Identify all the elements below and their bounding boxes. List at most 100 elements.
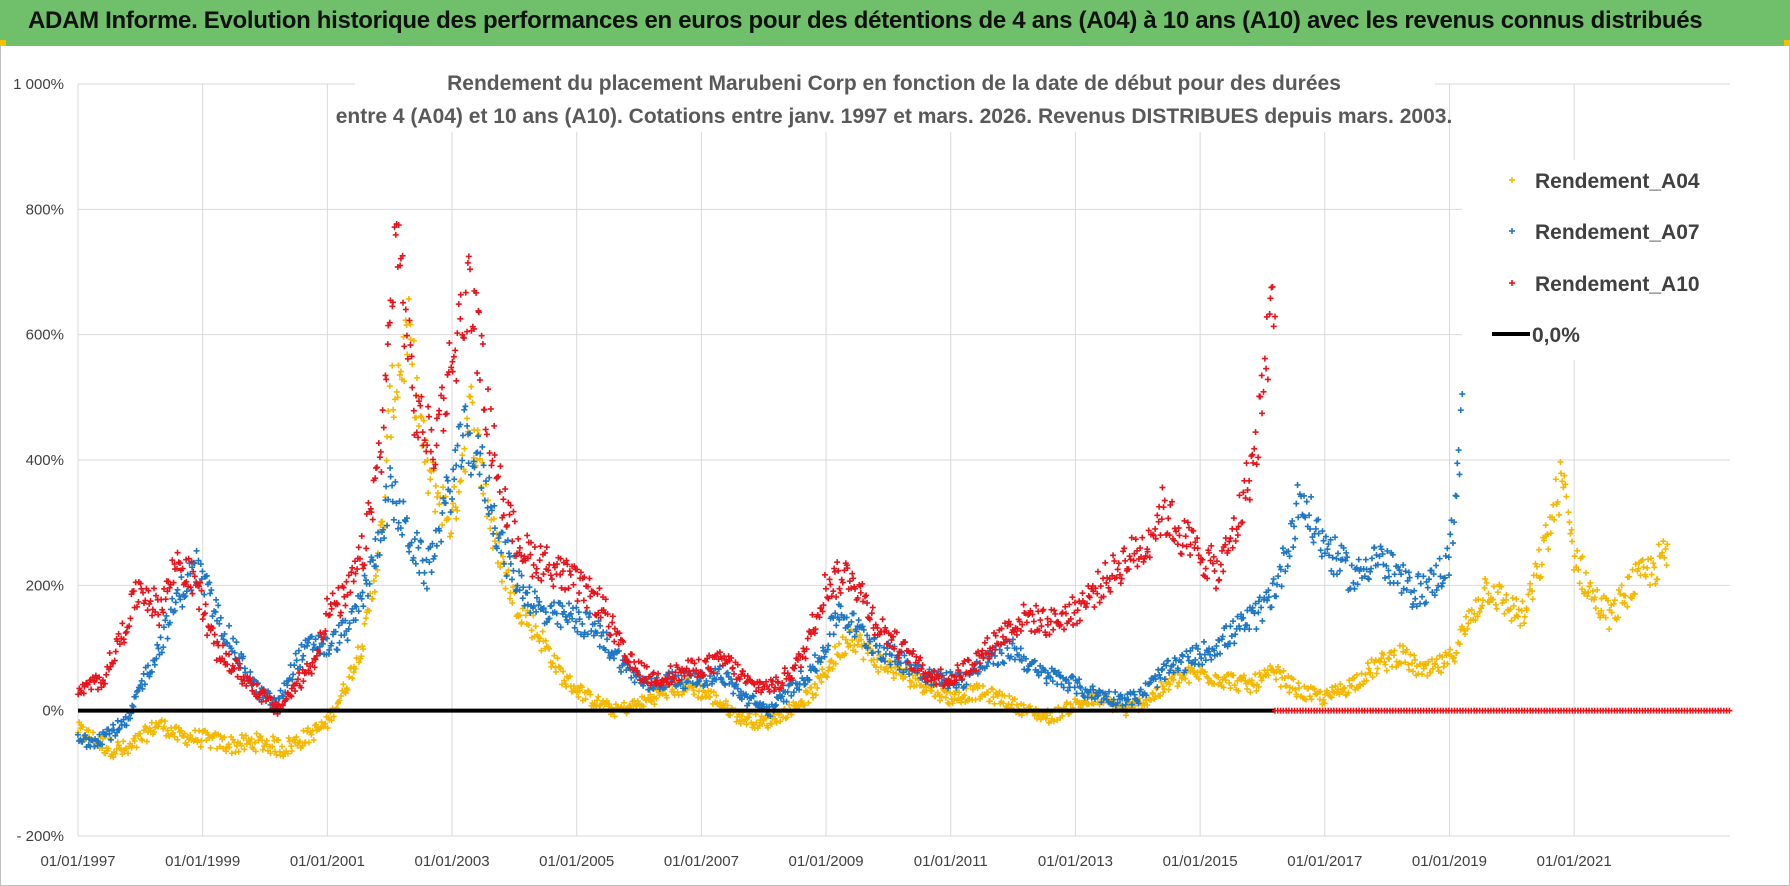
x-tick-label: 01/01/2017 [1287, 853, 1362, 870]
data-point [549, 660, 556, 667]
data-point [403, 332, 410, 339]
data-point [161, 723, 168, 730]
data-point [372, 536, 379, 543]
data-point [241, 746, 248, 753]
data-point [586, 610, 593, 617]
data-point [161, 718, 168, 725]
data-point [138, 677, 145, 684]
data-point [612, 701, 619, 708]
data-point [226, 651, 233, 658]
data-point [1508, 617, 1515, 624]
data-point [483, 431, 490, 438]
data-point [522, 612, 529, 619]
data-point [259, 746, 266, 753]
data-point [112, 750, 119, 757]
data-point [342, 602, 349, 609]
data-point [409, 384, 416, 391]
data-point [342, 690, 349, 697]
data-point [288, 748, 295, 755]
data-point [380, 424, 387, 431]
data-point [1033, 602, 1040, 609]
data-point [1258, 372, 1265, 379]
data-point [230, 635, 237, 642]
data-point [157, 634, 164, 641]
data-point [453, 377, 460, 384]
data-point [932, 693, 939, 700]
data-point [730, 670, 737, 677]
data-point [85, 727, 92, 734]
data-point [1373, 552, 1380, 559]
data-point [421, 569, 428, 576]
data-point [1454, 460, 1461, 467]
data-point [710, 689, 717, 696]
data-point [129, 702, 136, 709]
data-point [1535, 546, 1542, 553]
data-point [464, 259, 471, 266]
data-point [831, 568, 838, 575]
data-point [1648, 571, 1655, 578]
data-point [474, 426, 481, 433]
data-point [566, 673, 573, 680]
data-point [1606, 626, 1613, 633]
data-point [194, 736, 201, 743]
data-point [531, 544, 538, 551]
data-point [1334, 550, 1341, 557]
data-point [179, 603, 186, 610]
data-point [536, 557, 543, 564]
data-point [836, 585, 843, 592]
data-point [1186, 679, 1193, 686]
data-point [1120, 548, 1127, 555]
data-point [717, 699, 724, 706]
data-point [826, 664, 833, 671]
data-point [110, 721, 117, 728]
data-point [150, 728, 157, 735]
data-point [346, 673, 353, 680]
data-point [243, 741, 250, 748]
data-point [286, 738, 293, 745]
data-point [557, 624, 564, 631]
data-point [811, 652, 818, 659]
data-point [1253, 626, 1260, 633]
data-point [410, 337, 417, 344]
data-point [1050, 626, 1057, 633]
data-point [383, 483, 390, 490]
data-point [384, 341, 391, 348]
data-point [387, 434, 394, 441]
legend-label: Rendement_A07 [1535, 221, 1700, 244]
data-point [890, 669, 897, 676]
data-point [382, 372, 389, 379]
data-point [1571, 553, 1578, 560]
data-point [1130, 557, 1137, 564]
data-point [786, 701, 793, 708]
data-point [216, 743, 223, 750]
data-point [318, 719, 325, 726]
data-point [1663, 562, 1670, 569]
data-point [350, 578, 357, 585]
data-point [296, 669, 303, 676]
data-point [376, 454, 383, 461]
data-point [432, 508, 439, 515]
data-point [1280, 667, 1287, 674]
data-point [605, 623, 612, 630]
data-point [417, 413, 424, 420]
data-point [529, 573, 536, 580]
data-point [324, 725, 331, 732]
data-point [371, 588, 378, 595]
data-point [611, 713, 618, 720]
data-point [389, 482, 396, 489]
data-point [986, 698, 993, 705]
data-point [580, 597, 587, 604]
banner-corner-right [1784, 40, 1790, 46]
data-point [510, 508, 517, 515]
data-point [578, 684, 585, 691]
data-point [452, 347, 459, 354]
data-point [893, 670, 900, 677]
data-point [99, 735, 106, 742]
data-point [1293, 500, 1300, 507]
y-tick-label: 1 000% [13, 76, 64, 93]
data-point [1239, 519, 1246, 526]
data-point [1269, 283, 1276, 290]
data-point [516, 612, 523, 619]
data-point [373, 464, 380, 471]
data-point [691, 691, 698, 698]
